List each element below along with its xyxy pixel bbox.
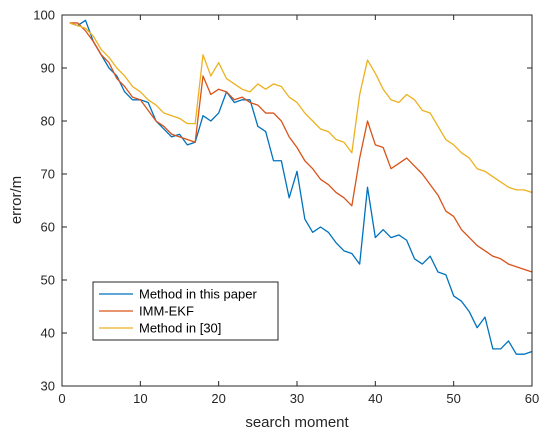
y-tick-label: 80: [41, 114, 55, 129]
series-line-3: [69, 22, 533, 194]
x-tick-label: 0: [58, 391, 65, 406]
y-tick-label: 30: [41, 379, 55, 394]
y-axis-ticks: 30 40 50 60 70 80 90 100: [33, 8, 532, 394]
legend-label: IMM-EKF: [139, 304, 194, 319]
x-tick-label: 50: [446, 391, 460, 406]
x-axis-ticks: 0 10 20 30 40 50 60: [58, 15, 539, 406]
series-layer: [69, 19, 533, 355]
y-tick-label: 70: [41, 167, 55, 182]
x-tick-label: 20: [211, 391, 225, 406]
y-tick-label: 40: [41, 326, 55, 341]
y-tick-label: 60: [41, 220, 55, 235]
series-line-2: [69, 22, 533, 273]
legend-label: Method in [30]: [139, 321, 221, 336]
legend-label: Method in this paper: [139, 287, 257, 302]
x-tick-label: 10: [133, 391, 147, 406]
x-tick-label: 40: [368, 391, 382, 406]
y-tick-label: 90: [41, 61, 55, 76]
y-axis-title: error/m: [8, 176, 25, 224]
y-tick-label: 50: [41, 273, 55, 288]
x-tick-label: 60: [525, 391, 539, 406]
series-line-1: [69, 19, 533, 355]
x-axis-title: search moment: [245, 414, 349, 431]
legend: Method in this paper IMM-EKF Method in [30…: [92, 281, 279, 341]
x-tick-label: 30: [290, 391, 304, 406]
y-tick-label: 100: [33, 8, 55, 23]
